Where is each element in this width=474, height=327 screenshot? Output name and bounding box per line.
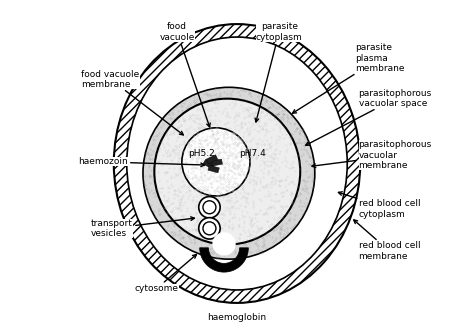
Text: food
vacuole: food vacuole <box>159 23 210 127</box>
Polygon shape <box>200 248 248 272</box>
Text: pH7.4: pH7.4 <box>239 149 266 158</box>
Text: parasitophorous
vacuolar
membrane: parasitophorous vacuolar membrane <box>312 141 432 170</box>
Text: transport
vesicles: transport vesicles <box>91 217 194 238</box>
Ellipse shape <box>155 99 300 245</box>
Text: cytosome: cytosome <box>135 254 196 293</box>
Text: red blood cell
cytoplasm: red blood cell cytoplasm <box>338 192 420 218</box>
Text: haemoglobin: haemoglobin <box>208 313 266 322</box>
Ellipse shape <box>114 24 360 303</box>
Text: pH5.2: pH5.2 <box>188 149 215 158</box>
Text: parasite
plasma
membrane: parasite plasma membrane <box>292 43 405 113</box>
Ellipse shape <box>127 37 347 290</box>
Circle shape <box>199 218 220 239</box>
Text: red blood cell
membrane: red blood cell membrane <box>354 220 420 261</box>
Polygon shape <box>203 159 215 169</box>
Text: haemozoin: haemozoin <box>78 157 204 167</box>
Circle shape <box>212 232 236 256</box>
Polygon shape <box>211 159 222 166</box>
Text: food vacuole
membrane: food vacuole membrane <box>82 70 183 135</box>
Circle shape <box>199 197 220 218</box>
Polygon shape <box>206 155 218 164</box>
Circle shape <box>203 222 216 235</box>
Ellipse shape <box>143 87 315 259</box>
Text: parasitophorous
vacuolar space: parasitophorous vacuolar space <box>306 89 432 145</box>
Circle shape <box>203 201 216 214</box>
Text: parasite
cytoplasm: parasite cytoplasm <box>255 23 302 122</box>
Ellipse shape <box>182 128 250 196</box>
Polygon shape <box>208 165 219 173</box>
